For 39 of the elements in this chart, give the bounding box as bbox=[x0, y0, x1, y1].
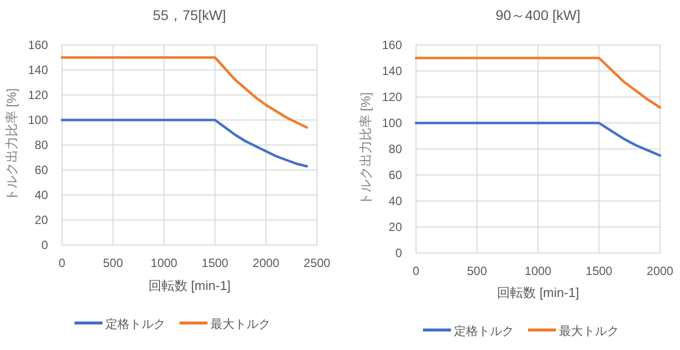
legend-label: 最大トルク bbox=[559, 324, 619, 338]
y-tick-label: 160 bbox=[28, 38, 48, 52]
y-tick-label: 160 bbox=[382, 38, 402, 52]
y-tick-label: 20 bbox=[34, 213, 48, 227]
y-tick-label: 100 bbox=[382, 116, 402, 130]
x-tick-label: 0 bbox=[58, 256, 66, 270]
legend-label: 定格トルク bbox=[106, 317, 166, 331]
legend-label: 定格トルク bbox=[454, 324, 514, 338]
x-tick-label: 1000 bbox=[524, 264, 552, 278]
y-tick-label: 120 bbox=[28, 88, 48, 102]
y-tick-label: 100 bbox=[28, 113, 48, 127]
x-tick-label: 0 bbox=[412, 264, 420, 278]
y-tick-label: 20 bbox=[388, 220, 402, 234]
y-tick-label: 0 bbox=[41, 238, 48, 252]
x-tick-label: 500 bbox=[102, 256, 124, 270]
y-tick-label: 120 bbox=[382, 90, 402, 104]
y-tick-label: 60 bbox=[388, 168, 402, 182]
x-tick-label: 1000 bbox=[150, 256, 178, 270]
y-tick-label: 80 bbox=[388, 142, 402, 156]
x-tick-label: 1500 bbox=[586, 264, 613, 278]
legend-label: 最大トルク bbox=[210, 317, 270, 331]
x-tick-label: 2500 bbox=[304, 256, 331, 270]
y-tick-label: 140 bbox=[382, 64, 402, 78]
y-tick-label: 60 bbox=[34, 163, 48, 177]
chart-title: 55，75[kW] bbox=[152, 7, 226, 23]
y-tick-label: 40 bbox=[388, 194, 402, 208]
chart-title: 90～400 [kW] bbox=[496, 7, 580, 23]
x-axis-title: 回転数 [min-1] bbox=[496, 285, 580, 300]
x-tick-label: 2000 bbox=[252, 256, 280, 270]
y-tick-label: 0 bbox=[395, 246, 402, 260]
y-tick-label: 40 bbox=[34, 188, 48, 202]
x-tick-label: 1500 bbox=[202, 256, 229, 270]
y-axis-title: トルク出力比率 [%] bbox=[4, 88, 19, 202]
x-tick-label: 500 bbox=[466, 264, 488, 278]
y-tick-label: 140 bbox=[28, 63, 48, 77]
x-tick-label: 2000 bbox=[646, 264, 674, 278]
y-tick-label: 80 bbox=[34, 138, 48, 152]
y-axis-title: トルク出力比率 [%] bbox=[358, 92, 373, 206]
x-axis-title: 回転数 [min-1] bbox=[148, 278, 231, 293]
